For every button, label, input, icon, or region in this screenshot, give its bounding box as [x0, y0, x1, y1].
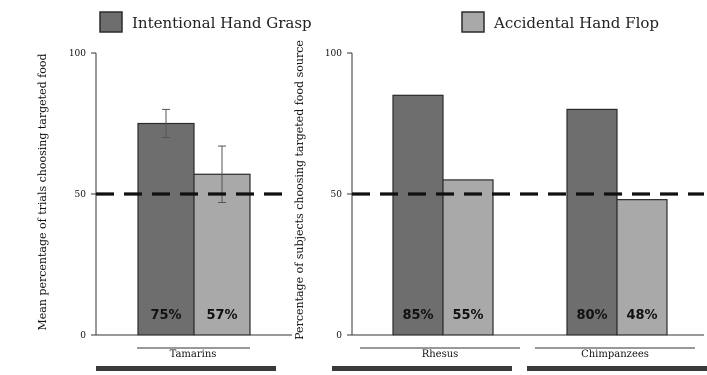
legend-swatch-accidental	[461, 11, 485, 33]
left-error-bar-tamarins-intentional	[162, 108, 170, 139]
right-bars: 85% 55% 80% 48%	[392, 94, 668, 336]
right-bar-chimpanzees-accidental	[616, 199, 668, 336]
legend: Intentional Hand Grasp Accidental Hand F…	[99, 11, 659, 33]
legend-item-accidental: Accidental Hand Flop	[461, 11, 659, 33]
right-bar-chimpanzees-intentional	[566, 108, 618, 336]
left-bar-label-tamarins-accidental: 57%	[206, 308, 237, 323]
right-y-tick-label-50: 50	[331, 190, 343, 200]
left-bar-tamarins-intentional	[137, 122, 195, 336]
left-y-axis-title: Mean percentage of trials choosing targe…	[36, 54, 49, 331]
left-bars: 75% 57%	[137, 108, 251, 336]
right-y-tick-label-100: 100	[325, 49, 342, 59]
left-category-label-tamarins: Tamarins	[170, 349, 217, 360]
right-bar-label-chimpanzees-accidental: 48%	[626, 308, 657, 323]
left-panel: Mean percentage of trials choosing targe…	[36, 49, 292, 371]
right-y-axis-title: Percentage of subjects choosing targeted…	[293, 40, 306, 340]
right-category-label-chimpanzees: Chimpanzees	[581, 349, 649, 360]
right-category-label-rhesus: Rhesus	[422, 349, 459, 360]
right-photo-strip-chimpanzees	[527, 366, 707, 371]
left-photo-strip	[96, 366, 276, 371]
right-bar-rhesus-intentional	[392, 94, 444, 336]
right-panel: Percentage of subjects choosing targeted…	[293, 40, 707, 371]
right-y-tick-label-0: 0	[336, 331, 342, 341]
right-photo-strip-rhesus	[332, 366, 512, 371]
left-y-tick-label-100: 100	[69, 49, 86, 59]
right-bar-label-rhesus-intentional: 85%	[402, 308, 433, 323]
left-y-ticks: 0 50 100	[69, 49, 96, 341]
legend-item-intentional: Intentional Hand Grasp	[99, 11, 312, 33]
legend-label-intentional: Intentional Hand Grasp	[132, 14, 312, 32]
left-y-tick-label-0: 0	[80, 331, 86, 341]
left-y-tick-label-50: 50	[75, 190, 87, 200]
legend-label-accidental: Accidental Hand Flop	[493, 14, 659, 32]
right-bar-rhesus-accidental	[442, 179, 494, 336]
right-bar-label-rhesus-accidental: 55%	[452, 308, 483, 323]
legend-swatch-intentional	[99, 11, 123, 33]
left-bar-label-tamarins-intentional: 75%	[150, 308, 181, 323]
right-bar-label-chimpanzees-intentional: 80%	[576, 308, 607, 323]
right-y-ticks: 0 50 100	[325, 49, 352, 341]
